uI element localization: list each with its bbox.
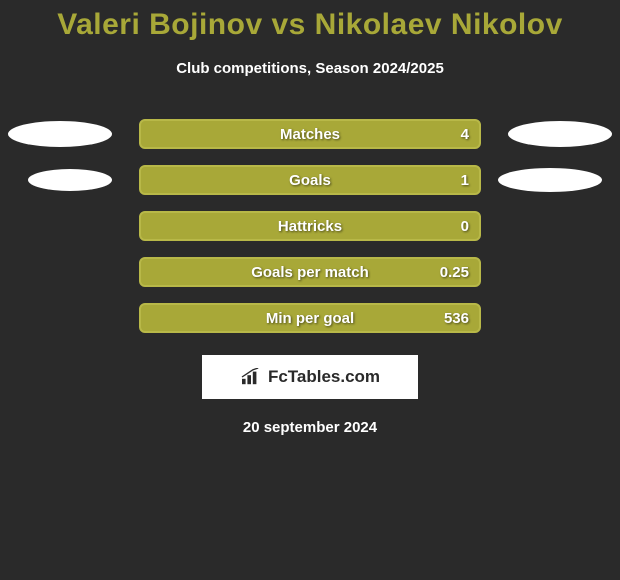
bar-chart-icon — [240, 368, 262, 386]
stat-value: 0 — [461, 218, 469, 235]
stat-bar: Goals 1 — [139, 165, 481, 195]
stat-label: Matches — [280, 126, 340, 143]
subtitle: Club competitions, Season 2024/2025 — [0, 60, 620, 77]
stat-row: Goals 1 — [0, 165, 620, 195]
stat-label: Goals per match — [251, 264, 369, 281]
date-label: 20 september 2024 — [0, 419, 620, 436]
stat-label: Goals — [289, 172, 331, 189]
stat-bar: Min per goal 536 — [139, 303, 481, 333]
stat-value: 0.25 — [440, 264, 469, 281]
stat-row: Matches 4 — [0, 119, 620, 149]
stat-label: Hattricks — [278, 218, 342, 235]
stat-bar: Matches 4 — [139, 119, 481, 149]
stat-row: Hattricks 0 — [0, 211, 620, 241]
stats-container: Matches 4 Goals 1 Hattricks 0 Goals per … — [0, 119, 620, 333]
logo-text: FcTables.com — [268, 367, 380, 387]
stat-value: 1 — [461, 172, 469, 189]
stat-bar: Goals per match 0.25 — [139, 257, 481, 287]
stat-bar: Hattricks 0 — [139, 211, 481, 241]
right-ellipse — [498, 168, 602, 192]
left-ellipse — [8, 121, 112, 147]
stat-label: Min per goal — [266, 310, 354, 327]
stat-value: 536 — [444, 310, 469, 327]
page-title: Valeri Bojinov vs Nikolaev Nikolov — [0, 0, 620, 42]
stat-row: Goals per match 0.25 — [0, 257, 620, 287]
right-ellipse — [508, 121, 612, 147]
left-ellipse — [28, 169, 112, 191]
logo-box: FcTables.com — [202, 355, 418, 399]
stat-row: Min per goal 536 — [0, 303, 620, 333]
stat-value: 4 — [461, 126, 469, 143]
